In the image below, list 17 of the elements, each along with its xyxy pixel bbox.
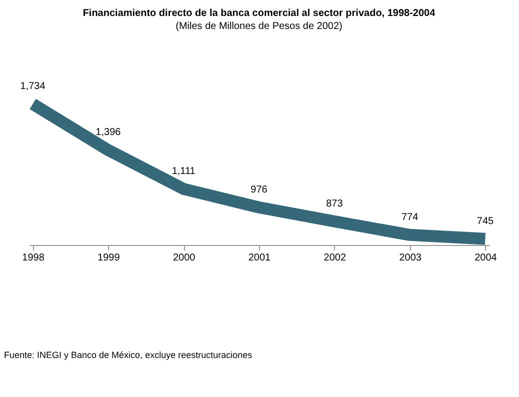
data-label: 1,111 <box>172 166 196 177</box>
x-tick-label: 2000 <box>172 252 196 264</box>
data-label: 873 <box>326 198 344 210</box>
x-tick-label: 2002 <box>324 252 346 264</box>
x-tick-label: 1998 <box>22 252 45 264</box>
x-tick-label: 2004 <box>474 252 498 264</box>
data-label: 1,734 <box>20 81 46 92</box>
data-label: 774 <box>401 212 419 223</box>
x-tick-label: 2003 <box>399 252 422 264</box>
x-tick-label: 1999 <box>98 252 120 264</box>
data-label: 1,396 <box>96 127 122 138</box>
chart-subtitle: (Miles de Millones de Pesos de 2002) <box>176 21 342 32</box>
x-tick-label: 2001 <box>248 252 272 264</box>
source-note: Fuente: INEGI y Banco de México, excluye reestructuraciones <box>4 350 254 360</box>
data-label: 976 <box>250 184 268 196</box>
chart-title: Financiamiento directo de la banca comercial al sector privado, 1998-2004 <box>82 8 436 19</box>
data-label: 745 <box>476 216 494 227</box>
